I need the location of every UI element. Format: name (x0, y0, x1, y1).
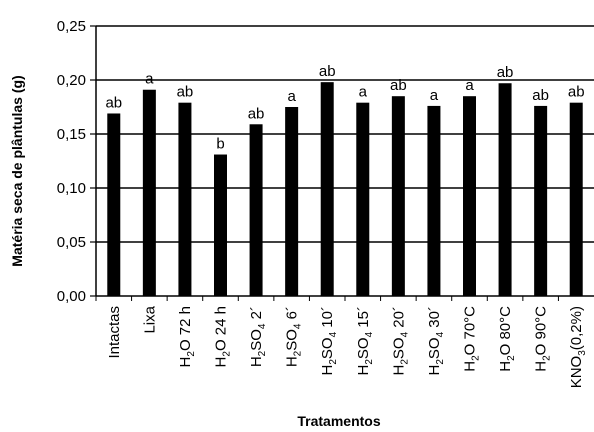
bar (178, 102, 192, 297)
x-tick-label: H2O 70°C (462, 306, 482, 372)
bar (569, 102, 583, 297)
x-tick-label: H2SO4 10´ (319, 306, 339, 376)
bar (534, 105, 548, 296)
bar-significance-letter: a (430, 87, 439, 104)
x-tick-label: Lixa (141, 305, 158, 333)
bar (249, 124, 263, 296)
x-tick-label: H2O 80°C (497, 306, 517, 372)
x-tick-label: H2SO4 15´ (355, 306, 375, 376)
x-axis-title: Tratamentos (297, 413, 380, 429)
bar-significance-letter: ab (248, 105, 265, 122)
x-tick-label: Intactas (106, 306, 123, 359)
y-tick-label: 0,10 (57, 180, 86, 197)
bar-significance-letter: ab (177, 84, 194, 101)
x-tick-label: H2O 90°C (533, 306, 553, 372)
bar (356, 102, 370, 297)
bar-significance-letter: a (465, 77, 474, 94)
x-tick-label: H2SO4 20´ (390, 306, 410, 376)
bar (107, 113, 121, 296)
x-tick-label: H2O 72 h (177, 306, 197, 367)
y-tick-label: 0,15 (57, 126, 86, 143)
bar-significance-letter: ab (532, 87, 549, 104)
y-tick-label: 0,00 (57, 288, 86, 305)
bar-significance-letter: ab (390, 77, 407, 94)
grid-lines (96, 25, 594, 243)
x-tick-label: H2SO4 2´ (248, 306, 268, 367)
x-tick-label: KNO3(0,2%) (568, 306, 588, 388)
bars (107, 82, 583, 297)
y-tick-label: 0,25 (57, 18, 86, 35)
axes (90, 25, 594, 301)
bar-significance-letter: ab (105, 94, 122, 111)
bar-significance-letter: a (287, 88, 296, 105)
bar-significance-letter: a (145, 71, 154, 88)
bar-significance-letter: b (216, 136, 224, 153)
y-tick-label: 0,05 (57, 234, 86, 251)
x-tick-labels: Intactas Lixa H2O 72 h H2O 24 h H2SO4 2´ H2SO… (106, 305, 588, 388)
bar (427, 105, 441, 296)
y-tick-label: 0,20 (57, 72, 86, 89)
bar (498, 83, 512, 297)
bar (320, 82, 334, 296)
bar (214, 154, 227, 296)
bar-significance-letter: ab (319, 63, 336, 80)
x-tick-label: H2O 24 h (213, 306, 233, 367)
bar-significance-letter: ab (568, 84, 585, 101)
bar (391, 96, 405, 296)
y-axis-title: Matéria seca de plântulas (g) (9, 75, 25, 266)
bar (142, 89, 156, 296)
bar-significance-letter: a (359, 84, 368, 101)
significance-letters: ab a ab b ab a ab a ab a a ab ab ab (105, 63, 584, 152)
x-tick-label: H2SO4 6´ (284, 306, 304, 367)
y-tick-labels: 0,00 0,05 0,10 0,15 0,20 0,25 (57, 18, 86, 305)
bar-significance-letter: ab (497, 64, 514, 81)
bar (285, 107, 299, 296)
x-tick-label: H2SO4 30´ (426, 306, 446, 376)
bar (463, 96, 476, 296)
